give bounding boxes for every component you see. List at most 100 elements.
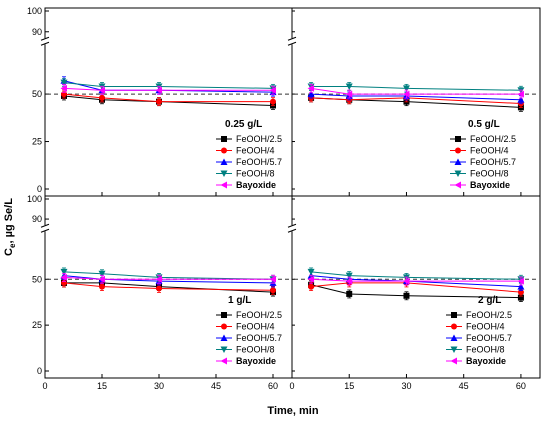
legend-label: FeOOH/8 xyxy=(236,169,275,179)
y-tick-label: 50 xyxy=(32,89,42,99)
series-line xyxy=(63,82,274,89)
x-axis-label: Time, min xyxy=(267,405,318,417)
data-point xyxy=(517,294,524,301)
legend-label: FeOOH/5.7 xyxy=(236,333,282,343)
y-tick-label: 0 xyxy=(37,366,42,376)
legend-marker xyxy=(221,312,227,318)
y-tick-label: 90 xyxy=(32,27,42,37)
data-point xyxy=(155,86,162,94)
y-tick-label: 0 xyxy=(37,184,42,194)
legend-marker xyxy=(450,357,457,365)
legend-marker xyxy=(220,357,227,365)
legend-label: FeOOH/4 xyxy=(470,146,509,156)
data-point xyxy=(269,275,276,283)
data-point xyxy=(269,86,276,94)
data-point xyxy=(156,285,162,292)
series-line xyxy=(63,276,273,280)
legend-marker xyxy=(455,136,461,142)
data-point xyxy=(346,290,353,297)
legend-marker xyxy=(221,136,227,142)
legend-label: FeOOH/5.7 xyxy=(236,157,282,167)
legend-label: FeOOH/5.7 xyxy=(466,333,512,343)
legend-label: FeOOH/2.5 xyxy=(466,310,512,320)
axis-break-gap xyxy=(41,225,49,232)
x-tick-label: 45 xyxy=(211,381,221,391)
axis-break-mark xyxy=(287,36,297,41)
series-line xyxy=(63,95,274,106)
series-line xyxy=(311,85,521,91)
x-tick-label: 45 xyxy=(459,381,469,391)
data-point xyxy=(99,283,105,290)
axis-break-mark xyxy=(287,228,297,233)
data-point xyxy=(98,86,105,94)
y-axis-label-subscript: e xyxy=(8,243,17,248)
data-point xyxy=(60,84,67,92)
legend-label: FeOOH/8 xyxy=(466,345,505,355)
axis-break-mark xyxy=(40,36,50,41)
data-point xyxy=(156,98,162,105)
series-line xyxy=(311,93,521,101)
data-point xyxy=(402,277,410,285)
y-tick-label: 90 xyxy=(32,214,42,224)
data-point xyxy=(307,84,315,92)
panel-label: 2 g/L xyxy=(478,295,501,306)
panel-3: 0 25 50 90 100 0 15 30 45 60 1 g/L FeOOH/2.5 FeOOH/4… xyxy=(27,194,293,391)
y-tick-label: 50 xyxy=(32,274,42,284)
data-point xyxy=(60,273,67,281)
legend-marker xyxy=(220,334,228,341)
legend-label: FeOOH/2.5 xyxy=(236,134,282,144)
data-point xyxy=(517,277,524,285)
series-line xyxy=(311,87,521,95)
series-line xyxy=(311,275,521,288)
legend-label: Bayoxide xyxy=(236,180,276,190)
y-axis-label-main: C xyxy=(3,248,15,256)
legend-marker xyxy=(455,147,461,154)
data-point xyxy=(60,79,68,87)
data-point xyxy=(155,275,162,283)
legend-label: FeOOH/4 xyxy=(236,146,275,156)
x-tick-label: 0 xyxy=(42,381,47,391)
y-tick-label: 100 xyxy=(27,194,42,204)
legend-label: FeOOH/2.5 xyxy=(470,134,516,144)
x-tick-label: 0 xyxy=(289,381,294,391)
legend-marker xyxy=(450,334,458,341)
x-tick-label: 15 xyxy=(97,381,107,391)
data-point xyxy=(60,268,68,276)
panel-label: 0.25 g/L xyxy=(225,119,262,130)
data-point xyxy=(308,283,315,290)
series-line xyxy=(64,282,274,293)
series-line xyxy=(63,275,274,284)
panel-label: 1 g/L xyxy=(228,295,251,306)
legend-label: FeOOH/8 xyxy=(236,345,275,355)
x-tick-label: 30 xyxy=(154,381,164,391)
y-axis-label-rest: , µg Se/L xyxy=(3,198,15,244)
legend-marker xyxy=(454,170,462,177)
y-tick-label: 100 xyxy=(27,6,42,16)
series-line xyxy=(63,93,273,103)
x-tick-label: 60 xyxy=(516,381,526,391)
legend-label: FeOOH/8 xyxy=(470,169,509,179)
series-line xyxy=(311,282,521,293)
y-tick-label: 25 xyxy=(32,320,42,330)
legend-label: FeOOH/4 xyxy=(466,322,505,332)
legend-marker xyxy=(220,170,228,177)
data-point xyxy=(517,283,525,290)
data-point xyxy=(307,90,315,98)
axis-break-gap xyxy=(288,38,296,45)
axis-break-mark xyxy=(287,223,297,228)
legend-marker xyxy=(451,323,457,330)
data-point xyxy=(345,277,353,285)
axis-break-gap xyxy=(41,38,49,45)
series-line xyxy=(63,282,274,291)
y-tick-label: 25 xyxy=(32,137,42,147)
series-line xyxy=(63,271,274,280)
legend-label: Bayoxide xyxy=(466,356,506,366)
data-point xyxy=(345,272,353,280)
axis-break-mark xyxy=(40,41,50,46)
data-point xyxy=(307,275,315,283)
legend-marker xyxy=(220,158,228,165)
